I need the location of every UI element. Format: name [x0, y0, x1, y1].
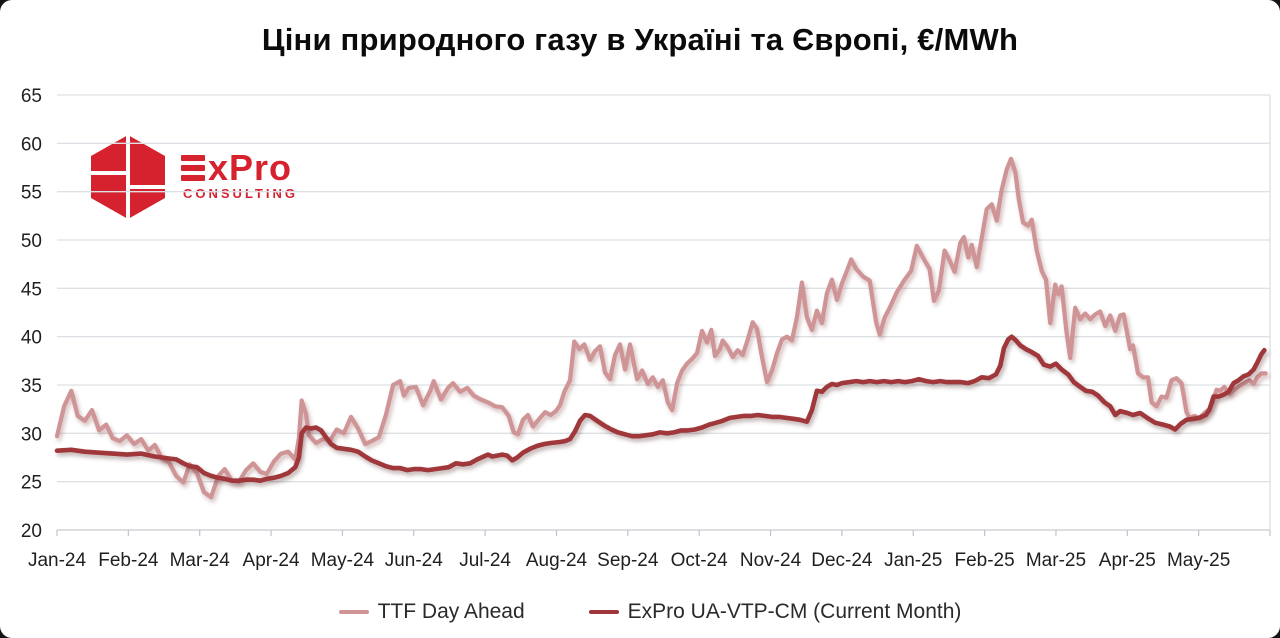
- expro-logo-name: xPro: [181, 147, 298, 188]
- y-tick-label-35: 35: [21, 376, 42, 397]
- expro-logo-name-rest: xPro: [208, 147, 293, 188]
- series-line-expro-ua-vtp-cm: [54, 334, 1267, 483]
- y-tick-label-50: 50: [21, 231, 42, 252]
- expro-logo-e-icon: [181, 155, 205, 181]
- x-tick-label-Jan-24: Jan-24: [28, 550, 87, 571]
- x-tick-label-Apr-25: Apr-25: [1099, 550, 1156, 571]
- legend-item-1: ExPro UA-VTP-CM (Current Month): [588, 600, 962, 624]
- y-tick-label-30: 30: [21, 424, 42, 445]
- x-tick-label-Apr-24: Apr-24: [243, 550, 300, 571]
- y-tick-label-45: 45: [21, 279, 42, 300]
- legend-swatch-icon: [338, 609, 369, 615]
- expro-hexagon-icon: [91, 135, 165, 219]
- chart-title: Ціни природного газу в Україні та Європі…: [261, 22, 1019, 57]
- x-tick-label-Feb-25: Feb-25: [954, 550, 1014, 571]
- x-tick-label-Mar-25: Mar-25: [1026, 550, 1086, 571]
- series-line-ttf-day-ahead: [54, 156, 1268, 500]
- y-tick-label-55: 55: [21, 183, 42, 204]
- legend-label: TTF Day Ahead: [377, 600, 525, 623]
- y-tick-label-25: 25: [21, 473, 42, 494]
- x-tick-label-Feb-24: Feb-24: [98, 550, 159, 571]
- x-tick-label-Mar-24: Mar-24: [170, 550, 231, 571]
- x-tick-label-Nov-24: Nov-24: [740, 550, 802, 571]
- y-tick-label-65: 65: [21, 86, 42, 107]
- y-tick-label-20: 20: [21, 521, 42, 542]
- x-tick-label-Jun-24: Jun-24: [385, 550, 444, 571]
- legend-swatch-icon: [588, 609, 619, 615]
- x-tick-label-Oct-24: Oct-24: [671, 550, 728, 571]
- x-tick-label-Sep-24: Sep-24: [597, 550, 659, 571]
- expro-logo-text: xPro CONSULTING: [181, 147, 298, 201]
- legend-label: ExPro UA-VTP-CM (Current Month): [627, 600, 962, 623]
- y-tick-label-40: 40: [21, 328, 42, 349]
- x-tick-label-May-24: May-24: [311, 550, 375, 571]
- expro-logo-subtitle: CONSULTING: [183, 186, 298, 201]
- chart-legend: TTF Day Ahead ExPro UA-VTP-CM (Current Mo…: [10, 600, 1280, 624]
- x-tick-label-Aug-24: Aug-24: [526, 550, 588, 571]
- x-tick-label-Jul-24: Jul-24: [459, 550, 511, 571]
- y-tick-label-60: 60: [21, 134, 42, 155]
- x-tick-label-May-25: May-25: [1167, 550, 1230, 571]
- legend-item-0: TTF Day Ahead: [338, 600, 525, 624]
- expro-logo: xPro CONSULTING: [90, 134, 298, 220]
- x-tick-label-Dec-24: Dec-24: [811, 550, 873, 571]
- x-tick-label-Jan-25: Jan-25: [884, 550, 942, 571]
